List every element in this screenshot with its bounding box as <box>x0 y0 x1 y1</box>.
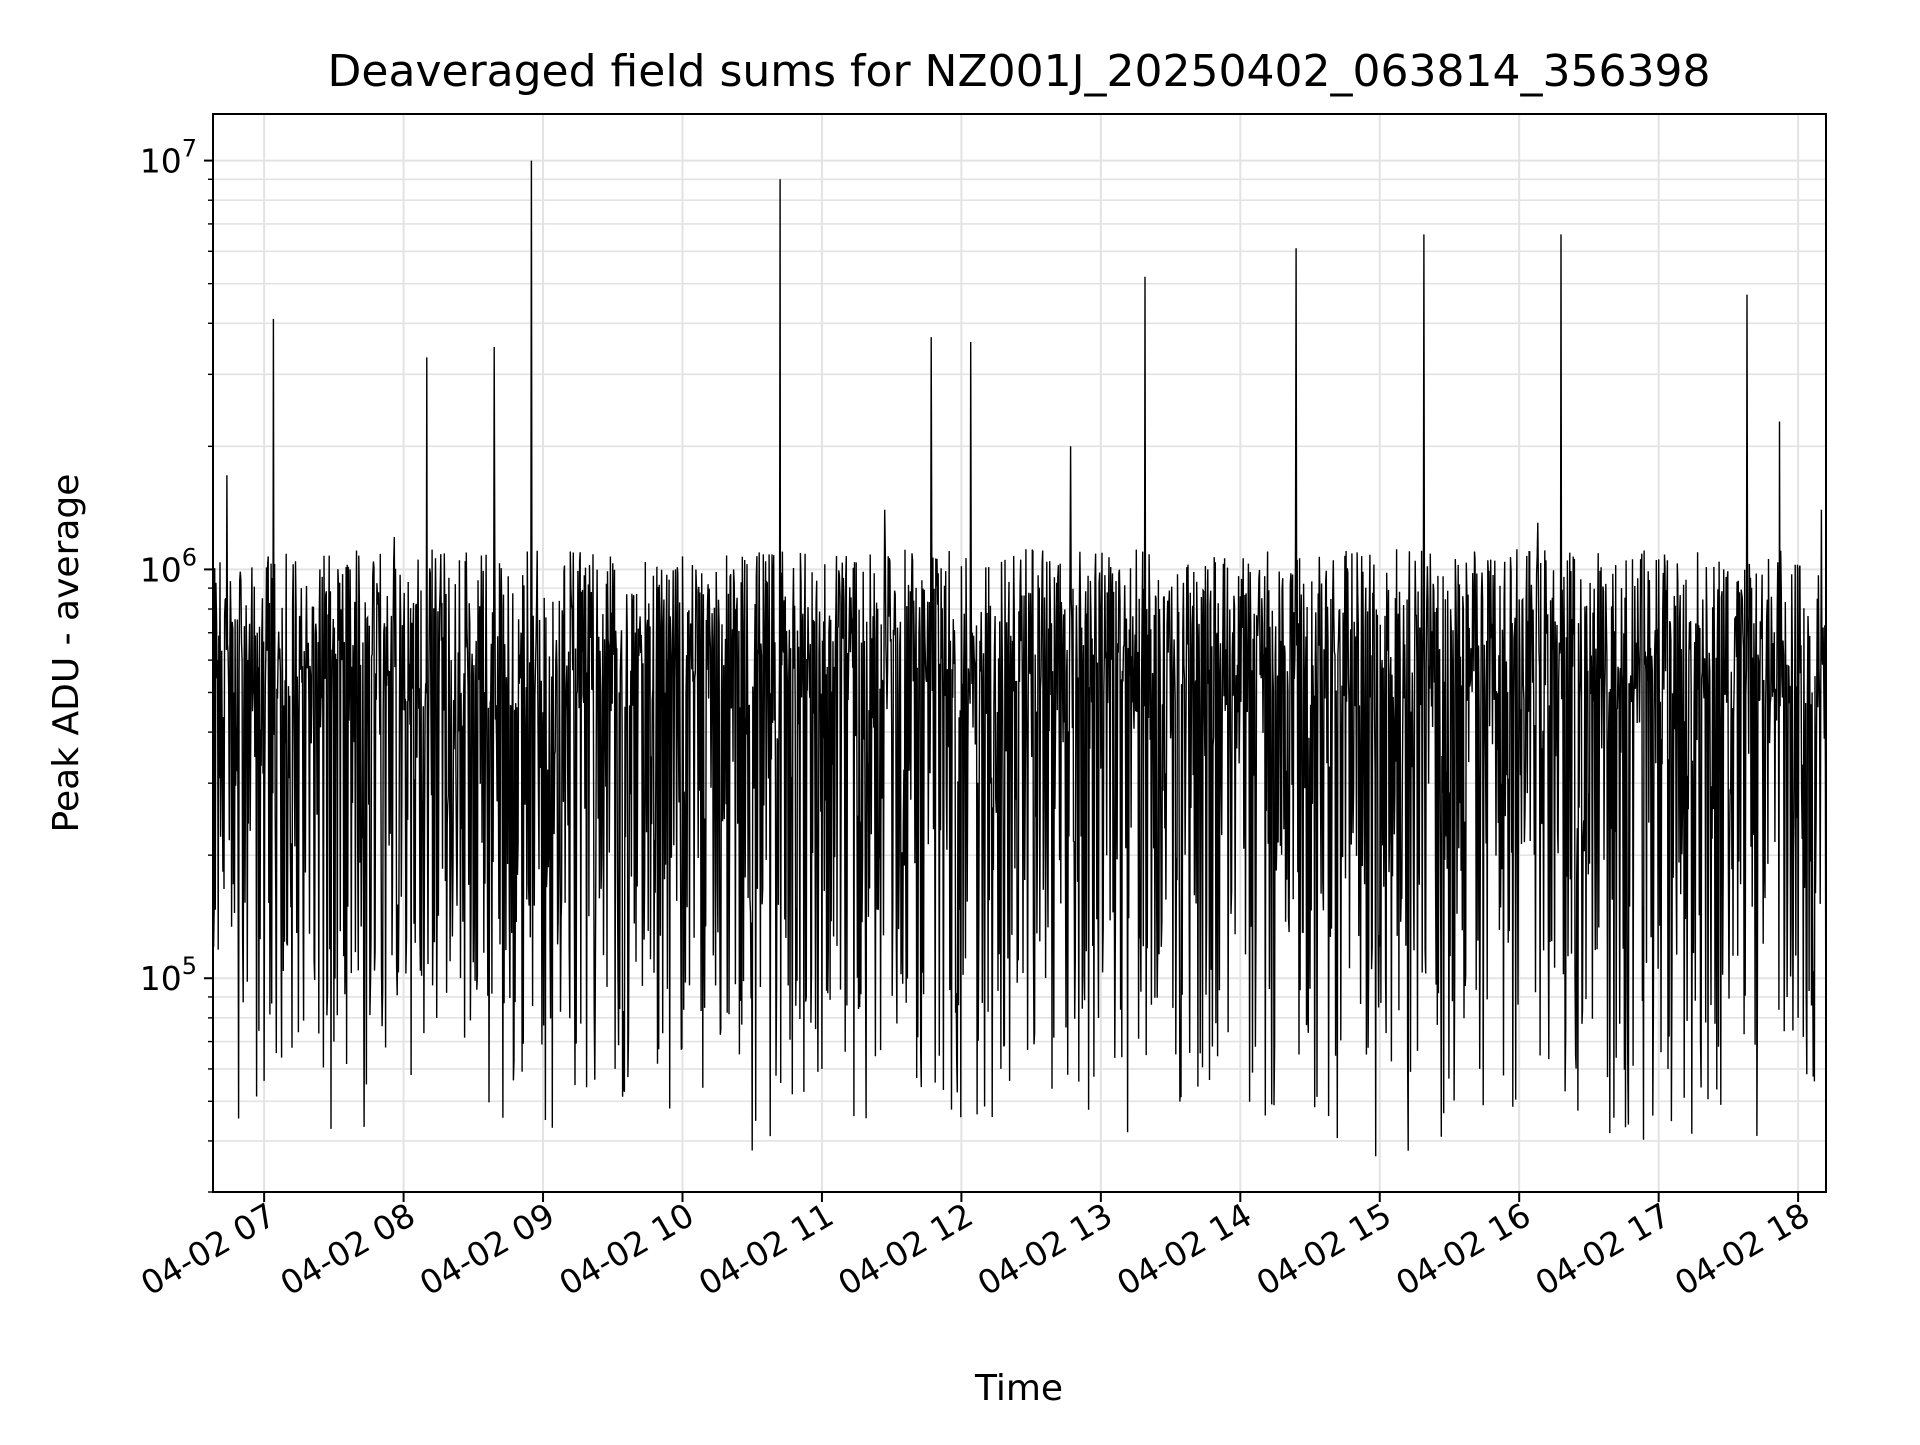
chart-title: Deaveraged field sums for NZ001J_2025040… <box>328 46 1711 97</box>
series-line <box>212 160 1827 1157</box>
y-tick-label: 107 <box>140 135 197 181</box>
plot-frame <box>212 113 1827 1193</box>
y-tick-label: 106 <box>140 543 197 589</box>
series-layer <box>212 160 1827 1157</box>
x-axis-label: Time <box>974 1368 1063 1409</box>
y-tick-label: 105 <box>140 952 197 998</box>
y-axis-label: Peak ADU - average <box>46 474 87 833</box>
